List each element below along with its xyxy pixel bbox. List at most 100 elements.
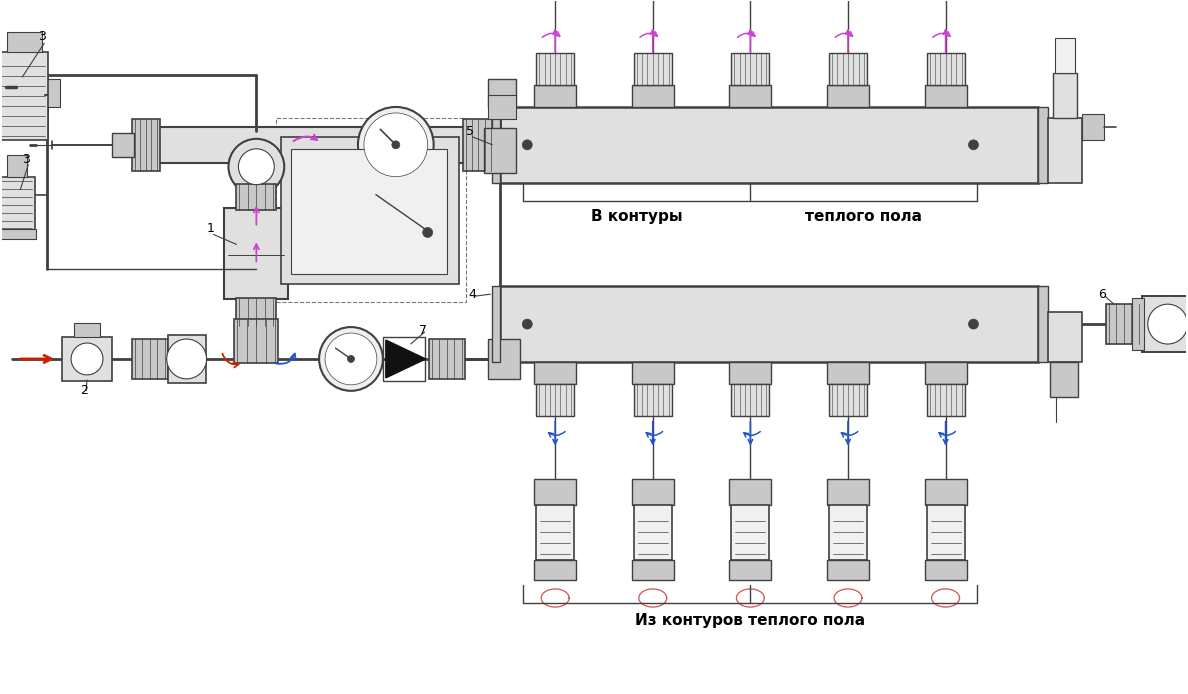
Bar <box>7 32 43 52</box>
Bar <box>1053 73 1078 118</box>
Bar <box>535 362 576 384</box>
Circle shape <box>968 319 979 329</box>
Text: 5: 5 <box>466 125 474 138</box>
Bar <box>829 53 867 85</box>
Bar <box>827 85 868 107</box>
Bar <box>729 85 771 107</box>
Circle shape <box>364 113 428 177</box>
Bar <box>234 319 278 363</box>
Bar <box>500 107 1038 183</box>
Circle shape <box>392 141 400 149</box>
Bar <box>62 337 112 381</box>
Bar <box>632 480 674 505</box>
Bar <box>1048 312 1082 362</box>
Text: 1: 1 <box>207 223 214 235</box>
Bar <box>535 85 576 107</box>
Circle shape <box>968 139 979 150</box>
Bar <box>1132 298 1144 350</box>
Bar <box>0 230 37 239</box>
Circle shape <box>523 139 532 150</box>
Text: 4: 4 <box>468 288 476 301</box>
Bar <box>924 480 967 505</box>
Bar <box>827 560 868 580</box>
Text: теплого пола: теплого пола <box>805 209 922 223</box>
Bar <box>634 53 671 85</box>
Bar <box>732 53 770 85</box>
Text: В контуры: В контуры <box>590 209 683 223</box>
Bar <box>282 137 459 285</box>
Circle shape <box>228 139 284 194</box>
Bar <box>536 505 574 560</box>
Circle shape <box>423 228 432 237</box>
Bar <box>74 323 100 337</box>
Bar <box>924 85 967 107</box>
Bar <box>291 149 447 274</box>
Circle shape <box>523 319 532 329</box>
Bar <box>1106 304 1142 344</box>
Bar <box>7 155 27 177</box>
Bar <box>112 133 134 157</box>
Polygon shape <box>386 340 425 378</box>
Bar <box>1048 118 1082 183</box>
Bar <box>0 177 36 232</box>
Bar <box>829 505 867 560</box>
Bar <box>492 286 500 362</box>
Circle shape <box>71 343 103 375</box>
Circle shape <box>326 333 377 385</box>
Text: 2: 2 <box>80 384 88 397</box>
Bar <box>429 339 465 379</box>
Text: 3: 3 <box>23 153 30 166</box>
Bar <box>333 353 350 365</box>
Bar <box>236 298 277 326</box>
Text: 6: 6 <box>1098 288 1106 301</box>
Bar <box>927 384 965 416</box>
Bar <box>488 95 517 119</box>
Bar <box>632 362 674 384</box>
Bar <box>927 53 965 85</box>
Circle shape <box>358 107 434 183</box>
Bar <box>132 339 168 379</box>
Bar <box>632 85 674 107</box>
Bar <box>729 560 771 580</box>
Bar <box>732 384 770 416</box>
Bar <box>225 208 289 299</box>
Text: Из контуров теплого пола: Из контуров теплого пола <box>636 613 865 628</box>
Bar <box>157 127 486 162</box>
Circle shape <box>1148 304 1188 344</box>
Bar <box>462 119 494 171</box>
Bar <box>277 118 466 302</box>
Bar <box>488 339 520 379</box>
Bar <box>0 52 49 139</box>
Text: 7: 7 <box>418 324 426 337</box>
Bar <box>485 128 517 173</box>
Bar <box>634 505 671 560</box>
Bar <box>132 119 159 171</box>
Circle shape <box>166 339 207 379</box>
Bar <box>729 480 771 505</box>
Bar <box>500 286 1038 362</box>
Bar <box>1142 296 1188 352</box>
Bar <box>924 560 967 580</box>
Bar <box>40 79 61 107</box>
Bar <box>488 79 517 107</box>
Bar <box>1050 362 1078 397</box>
Bar <box>924 362 967 384</box>
Bar <box>236 184 277 210</box>
Bar <box>383 337 424 381</box>
Bar <box>168 335 206 383</box>
Bar <box>827 480 868 505</box>
Bar <box>827 362 868 384</box>
Bar <box>732 505 770 560</box>
Bar <box>361 133 386 157</box>
Bar <box>634 384 671 416</box>
Bar <box>536 53 574 85</box>
Bar <box>536 384 574 416</box>
Bar <box>535 560 576 580</box>
Bar <box>1038 107 1048 183</box>
Bar <box>1082 114 1104 139</box>
Bar <box>492 107 500 183</box>
Bar <box>1055 38 1075 73</box>
Circle shape <box>348 355 354 362</box>
Circle shape <box>320 327 383 391</box>
Bar <box>1038 286 1048 362</box>
